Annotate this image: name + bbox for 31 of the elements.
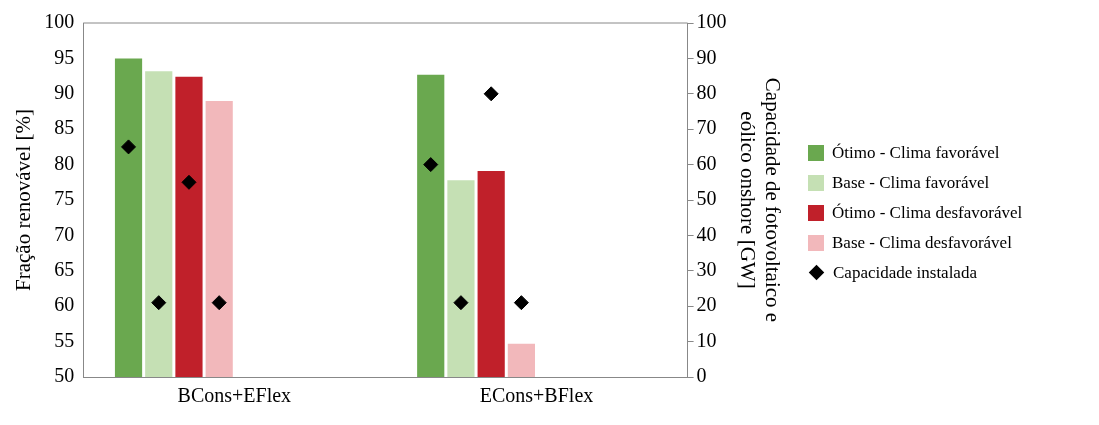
- y2-tick-label: 30: [696, 258, 717, 281]
- y2-tick-label: 100: [696, 10, 727, 33]
- y-tick-label: 60: [54, 293, 75, 316]
- y-tick-label: 75: [54, 187, 75, 210]
- y-tick-label: 65: [54, 258, 75, 281]
- y2-axis-title: Capacidade de fotovoltaico e eólico onshore [GW]: [735, 77, 785, 323]
- y-tick-label: 50: [54, 364, 75, 387]
- y-tick-label: 95: [54, 45, 75, 68]
- x-tick-label: BCons+EFlex: [177, 384, 292, 407]
- y-tick-label: 90: [54, 81, 75, 104]
- y2-tick-label: 50: [696, 187, 717, 210]
- y2-tick-label: 10: [696, 328, 717, 351]
- legend-label: Base - Clima desfavorável: [832, 232, 1012, 253]
- legend-label: Capacidade instalada: [833, 262, 977, 283]
- y-tick-label: 85: [54, 116, 75, 139]
- y2-tick-label: 70: [696, 116, 717, 139]
- y-tick-label: 80: [54, 151, 75, 174]
- y-tick-label: 70: [54, 222, 75, 245]
- legend-label: Base - Clima favorável: [832, 172, 990, 193]
- y2-tick-label: 90: [696, 45, 717, 68]
- y2-tick-label: 20: [696, 293, 717, 316]
- y2-tick-label: 0: [696, 364, 707, 387]
- y-axis-title: Fração renovável [%]: [11, 109, 36, 291]
- legend-label: Ótimo - Clima desfavorável: [832, 202, 1023, 223]
- legend-label: Ótimo - Clima favorável: [832, 142, 1000, 163]
- y2-tick-label: 80: [696, 81, 717, 104]
- y-tick-label: 55: [54, 328, 75, 351]
- y2-tick-label: 60: [696, 151, 717, 174]
- y-tick-label: 100: [44, 10, 75, 33]
- y2-tick-label: 40: [696, 222, 717, 245]
- x-tick-label: ECons+BFlex: [479, 384, 594, 407]
